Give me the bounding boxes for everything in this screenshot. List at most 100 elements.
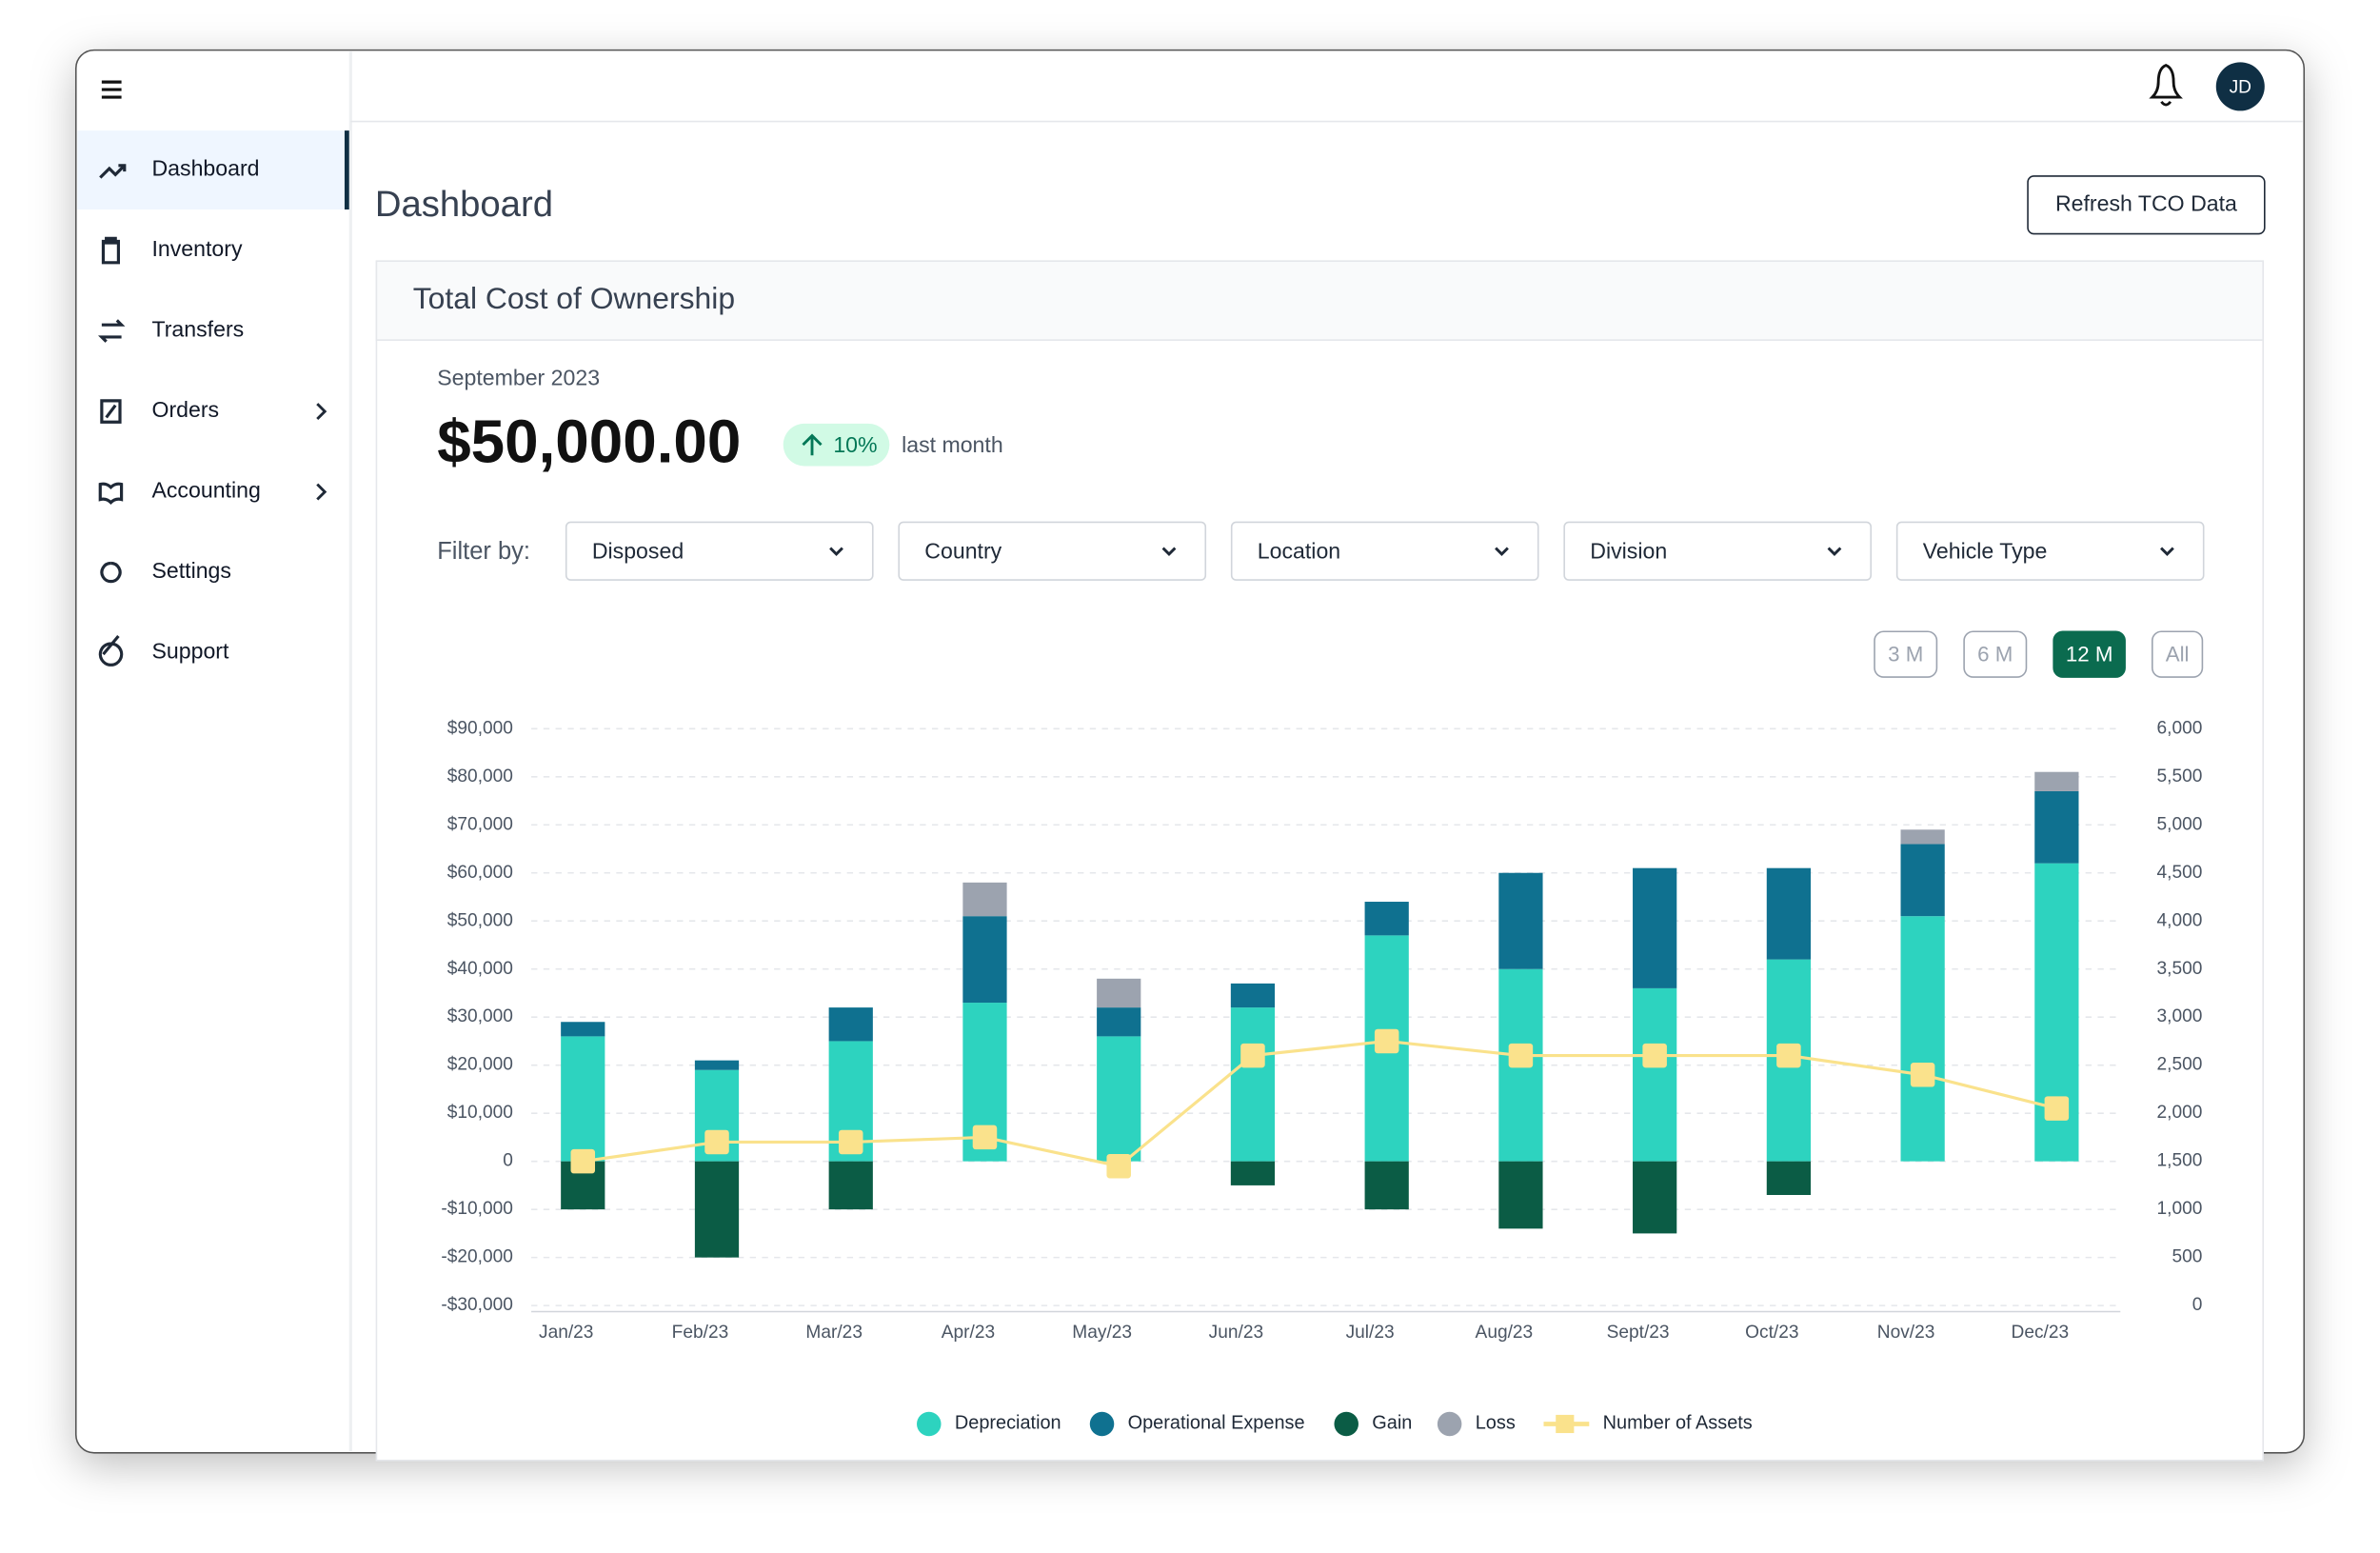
bar-segment (1633, 1161, 1677, 1234)
line-marker (972, 1125, 998, 1150)
bar-segment (1230, 1007, 1276, 1162)
bar-segment (1498, 872, 1543, 969)
menu-item[interactable]: Orders (151, 397, 219, 422)
y2-tick-label: 500 (2172, 1247, 2202, 1267)
legend-label: Operational Expense (1128, 1413, 1305, 1434)
line-marker (1910, 1063, 1935, 1087)
menu-icon (100, 561, 122, 584)
menu-icon (98, 319, 126, 343)
bar-segment (1097, 1007, 1141, 1037)
menu-item[interactable]: Inventory (151, 236, 243, 261)
y-tick-label: $60,000 (447, 863, 513, 883)
active-item-bg (77, 130, 348, 210)
bar-segment (1097, 978, 1141, 1008)
legend-swatch (917, 1411, 942, 1437)
chevron (829, 547, 843, 556)
active-indicator (344, 130, 349, 210)
y-tick-label: $10,000 (447, 1103, 513, 1123)
y-tick-label: $20,000 (447, 1055, 513, 1075)
x-tick-label: Sept/23 (1607, 1323, 1670, 1343)
y2-tick-label: 4,500 (2157, 863, 2203, 883)
filter-select[interactable] (1563, 521, 1873, 581)
range-button[interactable] (1963, 630, 2028, 678)
chevron (2160, 547, 2174, 556)
bar-segment (1633, 987, 1677, 1162)
legend-label: Depreciation (955, 1413, 1061, 1434)
x-tick-label: Apr/23 (942, 1323, 995, 1343)
line-marker (1508, 1043, 1534, 1068)
x-tick-label: Feb/23 (672, 1323, 729, 1343)
filter-value: Vehicle Type (1923, 538, 2048, 563)
bar-segment (2034, 790, 2079, 864)
range-button[interactable] (2152, 630, 2204, 678)
legend-swatch (1334, 1411, 1359, 1437)
bar-segment (1364, 902, 1409, 936)
bell[interactable] (2149, 64, 2183, 107)
legend-label: Number of Assets (1603, 1413, 1753, 1434)
menu-button[interactable] (101, 80, 122, 99)
page-title: Dashboard (375, 184, 553, 225)
y-tick-label: $30,000 (447, 1006, 513, 1026)
menu-icon (101, 236, 120, 265)
range-button[interactable] (1874, 630, 1938, 678)
bar-segment (1230, 983, 1276, 1008)
refresh-label: Refresh TCO Data (2055, 190, 2237, 215)
y2-tick-label: 3,000 (2157, 1006, 2203, 1026)
menu-item[interactable]: Settings (151, 558, 231, 583)
filter-select[interactable] (898, 521, 1207, 581)
menu-item[interactable]: Accounting (151, 478, 260, 503)
filter-select[interactable] (1895, 521, 2205, 581)
line-marker (570, 1148, 596, 1174)
y-tick-label: $80,000 (447, 767, 513, 786)
bar-segment (1900, 829, 1945, 845)
menu-item[interactable]: Dashboard (151, 156, 259, 181)
filter-select[interactable] (1230, 521, 1539, 581)
line-marker (704, 1129, 729, 1155)
line-marker (1374, 1028, 1399, 1054)
filter-value: Division (1590, 538, 1667, 563)
x-tick-label: Dec/23 (2012, 1323, 2070, 1343)
y2-tick-label: 1,500 (2157, 1151, 2203, 1171)
range-label: All (2166, 643, 2190, 667)
menu-item[interactable]: Support (151, 639, 229, 664)
menu-item[interactable]: Transfers (151, 317, 244, 342)
amount: $50,000.00 (437, 408, 741, 476)
bar-segment (962, 882, 1007, 917)
bar-segment (828, 1161, 873, 1210)
y-tick-label: -$30,000 (441, 1295, 513, 1315)
up-arrow (802, 433, 823, 456)
menu-icon (99, 164, 127, 179)
y-tick-label: $90,000 (447, 718, 513, 738)
y2-tick-label: 2,500 (2157, 1055, 2203, 1075)
bar-segment (694, 1060, 740, 1070)
chevron (1827, 547, 1842, 556)
line-marker (838, 1129, 863, 1155)
legend-label: Loss (1476, 1413, 1516, 1434)
filter-value: Country (924, 538, 1002, 563)
range-button[interactable] (2053, 630, 2126, 678)
period: September 2023 (437, 366, 600, 390)
line-marker (1776, 1043, 1801, 1068)
bar-segment (1633, 867, 1677, 988)
bar-segment (1900, 844, 1945, 917)
refresh-button[interactable] (2027, 175, 2266, 235)
bar-segment (1230, 1161, 1276, 1185)
y2-tick-label: 0 (2192, 1295, 2203, 1315)
bar-segment (2034, 771, 2079, 791)
filter-select[interactable] (565, 521, 874, 581)
submenu-chevron (316, 403, 327, 421)
x-tick-label: Mar/23 (805, 1323, 863, 1343)
avatar[interactable] (2215, 62, 2265, 111)
y-tick-label: $50,000 (447, 910, 513, 930)
bar-segment (1364, 1161, 1409, 1210)
y-tick-label: $70,000 (447, 814, 513, 834)
y2-tick-label: 5,000 (2157, 814, 2203, 834)
bar-segment (1766, 867, 1812, 960)
submenu-chevron (316, 483, 327, 501)
menu-icon (100, 399, 122, 424)
line-marker (1106, 1153, 1131, 1179)
legend-swatch (1437, 1411, 1462, 1437)
line-marker (2044, 1096, 2070, 1121)
